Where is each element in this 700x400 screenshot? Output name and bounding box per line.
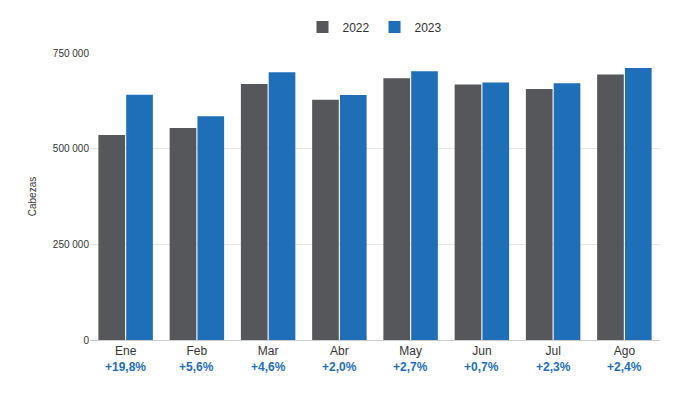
svg-text:+2,4%: +2,4% [607,360,642,374]
svg-text:+2,3%: +2,3% [536,360,571,374]
svg-text:Feb: Feb [187,344,208,358]
svg-text:Cabezas: Cabezas [27,177,38,216]
svg-text:Abr: Abr [330,344,349,358]
svg-text:+2,0%: +2,0% [322,360,357,374]
svg-text:+0,7%: +0,7% [464,360,499,374]
svg-text:250 000: 250 000 [53,239,90,250]
svg-text:500 000: 500 000 [53,143,90,154]
svg-text:May: May [399,344,422,358]
svg-text:750 000: 750 000 [53,48,90,59]
svg-text:Ene: Ene [115,344,137,358]
svg-text:Jul: Jul [545,344,560,358]
svg-text:Jun: Jun [472,344,491,358]
svg-text:2023: 2023 [415,21,442,35]
svg-text:2022: 2022 [343,21,370,35]
svg-text:Mar: Mar [258,344,279,358]
svg-text:+2,7%: +2,7% [393,360,428,374]
svg-text:0: 0 [83,335,89,346]
svg-text:+19,8%: +19,8% [105,360,146,374]
svg-text:+4,6%: +4,6% [251,360,286,374]
svg-text:Ago: Ago [614,344,636,358]
svg-text:+5,6%: +5,6% [179,360,214,374]
